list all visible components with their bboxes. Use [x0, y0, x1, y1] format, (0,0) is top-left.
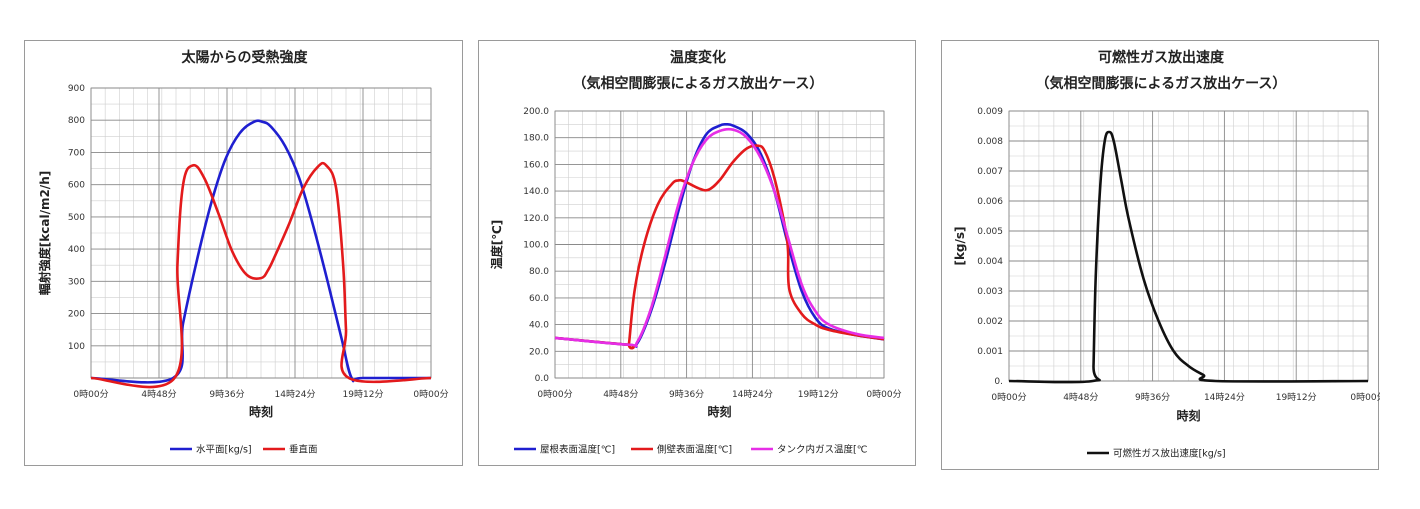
- chart-subtitle: （気相空間膨張によるガス放出ケース）: [573, 75, 824, 92]
- chart-panel-2: 温度変化 （気相空間膨張によるガス放出ケース） 0時00分 4時48分 9時36分 14時…: [478, 40, 916, 466]
- legend-label-1: 可燃性ガス放出速度[kg/s]: [1113, 448, 1226, 460]
- x-tick-label: 19時12分: [343, 389, 384, 400]
- x-tick-label: 0時00分: [991, 392, 1026, 403]
- x-tick-label: 0時00分: [73, 389, 108, 400]
- chart-svg-2: 温度変化 （気相空間膨張によるガス放出ケース） 0時00分 4時48分 9時36分 14時…: [489, 49, 902, 456]
- x-tick-label: 4時48分: [603, 389, 638, 400]
- y-tick-label: 40.0: [529, 321, 549, 331]
- x-tick-label: 9時36分: [669, 389, 704, 400]
- x-tick-label: 0時00分: [866, 389, 901, 400]
- y-tick-label: 20.0: [529, 347, 549, 357]
- x-tick-label: 14時24分: [1204, 392, 1245, 403]
- x-tick-label: 19時12分: [1276, 392, 1317, 403]
- x-tick-label: 14時24分: [275, 389, 316, 400]
- chart-panel-1: 太陽からの受熱強度 0時00分 4時48分 9時36分 14時24分 19時12分 0時00…: [24, 40, 463, 466]
- legend-label-3: タンク内ガス温度[℃: [777, 444, 868, 456]
- y-tick-label: 700: [68, 148, 85, 158]
- y-tick-label: 100: [68, 342, 85, 352]
- y-tick-label: 0.008: [977, 137, 1003, 147]
- chart-svg-1: 太陽からの受熱強度 0時00分 4時48分 9時36分 14時24分 19時12分 0時00…: [37, 49, 449, 456]
- x-tick-label: 9時36分: [209, 389, 244, 400]
- y-tick-label: 600: [68, 181, 85, 191]
- x-tick-label: 9時36分: [1135, 392, 1170, 403]
- x-tick-label: 14時24分: [732, 389, 773, 400]
- y-tick-label: 60.0: [529, 294, 549, 304]
- x-tick-label: 4時48分: [141, 389, 176, 400]
- y-tick-label: 100.0: [523, 241, 549, 251]
- y-tick-label: 0.0: [535, 374, 550, 384]
- y-tick-label: 0.004: [977, 257, 1003, 267]
- y-tick-label: 0.001: [977, 347, 1003, 357]
- y-axis-label: 温度[℃]: [489, 220, 504, 270]
- x-axis-label: 時刻: [249, 404, 273, 419]
- x-tick-label: 0時00分: [1350, 392, 1380, 403]
- y-tick-label: 0.006: [977, 197, 1003, 207]
- y-tick-label: 0.007: [977, 167, 1003, 177]
- y-axis-label: [kg/s]: [953, 226, 967, 265]
- y-tick-label: 200.0: [523, 107, 549, 117]
- series-line-3: [554, 127, 885, 348]
- series-line-2: [90, 161, 432, 389]
- y-tick-label: 180.0: [523, 134, 549, 144]
- chart-svg-3: 可燃性ガス放出速度 （気相空間膨張によるガス放出ケース） 0時00分 4時48分 9時3…: [953, 49, 1380, 460]
- x-tick-label: 4時48分: [1063, 392, 1098, 403]
- y-tick-label: 400: [68, 245, 85, 255]
- chart-subtitle: （気相空間膨張によるガス放出ケース）: [1036, 75, 1287, 92]
- y-axis-label: 輻射強度[kcal/m2/h]: [37, 171, 52, 295]
- chart-title: 太陽からの受熱強度: [182, 49, 309, 66]
- legend-label-1: 屋根表面温度[℃]: [540, 444, 615, 456]
- y-tick-label: 800: [68, 116, 85, 126]
- y-tick-label: 0.003: [977, 287, 1003, 297]
- legend-label-1: 水平面[kg/s]: [196, 444, 252, 456]
- y-tick-label: 80.0: [529, 267, 549, 277]
- y-tick-label: 500: [68, 213, 85, 223]
- legend-label-2: 垂直面: [289, 444, 318, 456]
- series-line-2: [554, 144, 885, 350]
- y-tick-label: 160.0: [523, 160, 549, 170]
- chart-title: 温度変化: [670, 49, 726, 66]
- x-tick-label: 0時00分: [413, 389, 448, 400]
- y-tick-label: 0.002: [977, 317, 1003, 327]
- series-line-1: [90, 119, 431, 384]
- x-axis-label: 時刻: [707, 404, 731, 419]
- y-tick-label: 200: [68, 310, 85, 320]
- x-tick-label: 0時00分: [537, 389, 572, 400]
- x-tick-label: 19時12分: [798, 389, 839, 400]
- chart-panel-3: 可燃性ガス放出速度 （気相空間膨張によるガス放出ケース） 0時00分 4時48分 9時3…: [941, 40, 1380, 470]
- y-tick-label: 0.009: [977, 107, 1003, 117]
- y-tick-label: 0.005: [977, 227, 1003, 237]
- chart-title: 可燃性ガス放出速度: [1098, 49, 1225, 66]
- series-line-1: [1008, 130, 1369, 384]
- x-axis-label: 時刻: [1176, 408, 1200, 423]
- y-tick-label: 300: [68, 277, 85, 287]
- y-tick-label: 120.0: [523, 214, 549, 224]
- y-tick-label: 900: [68, 84, 85, 94]
- legend-label-2: 側壁表面温度[℃]: [657, 444, 732, 456]
- y-tick-label: 0.: [994, 377, 1003, 387]
- y-tick-label: 140.0: [523, 187, 549, 197]
